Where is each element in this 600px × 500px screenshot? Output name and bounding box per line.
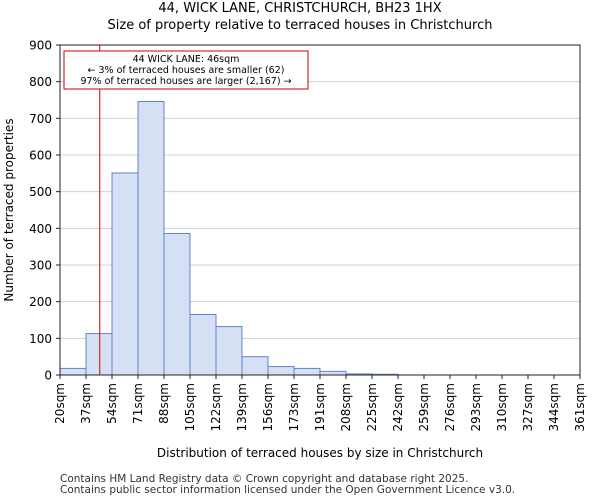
- x-axis: 20sqm 37sqm 54sqm 71sqm 88sqm 105sqm 122sqm 139…: [53, 375, 587, 431]
- x-tick-label: 344sqm: [547, 383, 561, 431]
- footer-line-1: Contains HM Land Registry data © Crown c…: [60, 473, 469, 485]
- x-tick-label: 225sqm: [365, 383, 379, 431]
- y-tick-label: 800: [29, 75, 52, 89]
- x-tick-label: 208sqm: [339, 383, 353, 431]
- x-tick-label: 122sqm: [209, 383, 223, 431]
- annotation-line-3: 97% of terraced houses are larger (2,167…: [80, 76, 291, 87]
- x-tick-label: 173sqm: [287, 383, 301, 431]
- x-tick-label: 88sqm: [157, 383, 171, 424]
- bar: [85, 333, 113, 376]
- bar: [293, 367, 321, 376]
- x-tick-label: 54sqm: [105, 383, 119, 424]
- plot-frame: [59, 44, 581, 376]
- x-tick-label: 293sqm: [469, 383, 483, 431]
- bar: [111, 172, 139, 376]
- x-tick-label: 37sqm: [79, 383, 93, 424]
- chart-title: 44, WICK LANE, CHRISTCHURCH, BH23 1HX: [158, 1, 442, 16]
- x-tick-label: 276sqm: [443, 383, 457, 431]
- y-tick-label: 700: [29, 112, 52, 126]
- x-tick-label: 361sqm: [573, 383, 587, 431]
- bars: [59, 100, 399, 376]
- y-axis-label: Number of terraced properties: [2, 118, 16, 301]
- bar: [267, 366, 295, 376]
- x-tick-label: 191sqm: [313, 383, 327, 431]
- x-tick-label: 139sqm: [235, 383, 249, 431]
- x-axis-label: Distribution of terraced houses by size …: [157, 446, 483, 460]
- x-tick-label: 105sqm: [183, 383, 197, 431]
- bar: [163, 232, 191, 376]
- x-tick-label: 71sqm: [131, 383, 145, 424]
- y-axis: 0 100 200 300 400 500 600 700 800 900: [29, 39, 60, 383]
- x-tick-label: 156sqm: [261, 383, 275, 431]
- y-tick-label: 200: [29, 295, 52, 309]
- footer-line-2: Contains public sector information licen…: [60, 484, 516, 496]
- x-tick-label: 327sqm: [521, 383, 535, 431]
- bar: [59, 367, 87, 376]
- histogram-chart: 0 100 200 300 400 500 600 700 800 900 20sqm 37sqm 5…: [2, 39, 587, 461]
- y-tick-label: 500: [29, 185, 52, 199]
- bar: [137, 100, 165, 376]
- y-tick-label: 0: [44, 369, 52, 383]
- chart-subtitle: Size of property relative to terraced ho…: [107, 18, 493, 33]
- x-tick-label: 242sqm: [391, 383, 405, 431]
- bar: [319, 370, 347, 376]
- y-tick-label: 100: [29, 332, 52, 346]
- x-tick-label: 259sqm: [417, 383, 431, 431]
- annotation-box: 44 WICK LANE: 46sqm ← 3% of terraced hou…: [63, 50, 309, 90]
- y-tick-label: 600: [29, 149, 52, 163]
- y-tick-label: 300: [29, 259, 52, 273]
- y-tick-label: 400: [29, 222, 52, 236]
- x-tick-label: 310sqm: [495, 383, 509, 431]
- bar: [215, 326, 243, 376]
- annotation-line-1: 44 WICK LANE: 46sqm: [133, 54, 240, 65]
- bar: [241, 356, 269, 376]
- x-tick-label: 20sqm: [53, 383, 67, 424]
- y-tick-label: 900: [29, 39, 52, 53]
- bar: [189, 314, 217, 376]
- annotation-line-2: ← 3% of terraced houses are smaller (62): [88, 65, 285, 76]
